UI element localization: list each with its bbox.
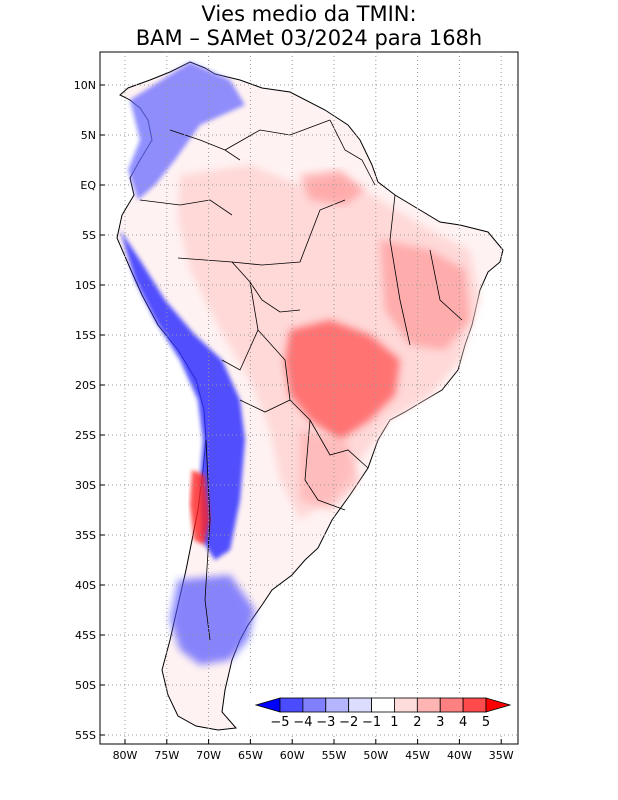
lat-tick-label: 35S <box>75 529 96 542</box>
map-title-line2: BAM – SAMet 03/2024 para 168h <box>135 26 483 50</box>
bias-negative-patagonia <box>170 575 255 665</box>
lat-tick-label: 10S <box>75 279 96 292</box>
lat-tick-label: 30S <box>75 479 96 492</box>
bias-positive-core <box>285 320 400 440</box>
lon-tick-label: 40W <box>447 749 472 762</box>
bias-negative-andes <box>120 230 245 560</box>
latitude-axis: 10N 5N EQ 5S 10S 15S 20S 25S 30S 35S 40S 45S 50S 55S <box>74 79 105 742</box>
colorbar-bin <box>394 697 418 713</box>
lon-tick-label: 80W <box>113 749 138 762</box>
colorbar-bin <box>416 697 441 713</box>
lat-tick-label: 40S <box>75 579 96 592</box>
lon-tick-label: 55W <box>322 749 347 762</box>
lon-tick-label: 65W <box>238 749 263 762</box>
colorbar-label: 5 <box>482 715 490 730</box>
country-borders <box>139 119 463 641</box>
bias-positive-south <box>300 430 360 510</box>
lat-tick-label: EQ <box>80 179 96 192</box>
graticule <box>100 52 518 744</box>
bias-positive-chile-strip <box>190 470 210 545</box>
lat-tick-label: 10N <box>74 79 96 92</box>
colorbar-label: 4 <box>459 715 467 730</box>
bias-positive-east <box>380 240 470 350</box>
lat-tick-label: 50S <box>75 679 96 692</box>
colorbar-label: −2 <box>339 715 358 730</box>
longitude-axis: 80W 75W 70W 65W 60W 55W 50W 45W 40W 35W <box>113 739 514 762</box>
lat-tick-label: 15S <box>75 329 96 342</box>
colorbar-bin <box>325 697 350 713</box>
colorbar-label: 1 <box>390 715 398 730</box>
colorbar-label: −1 <box>362 715 381 730</box>
lon-tick-label: 50W <box>363 749 388 762</box>
lon-tick-label: 75W <box>154 749 179 762</box>
colorbar-bin <box>439 697 464 713</box>
lon-tick-label: 35W <box>489 749 514 762</box>
lon-tick-label: 45W <box>405 749 430 762</box>
colorbar-bin <box>371 697 395 713</box>
lon-tick-label: 60W <box>280 749 305 762</box>
colorbar-label: 3 <box>436 715 444 730</box>
lat-tick-label: 20S <box>75 379 96 392</box>
lat-tick-label: 45S <box>75 629 96 642</box>
lat-tick-label: 55S <box>75 729 96 742</box>
colorbar-label: −5 <box>270 715 289 730</box>
colorbar-label: −3 <box>316 715 335 730</box>
colorbar-label: 2 <box>413 715 421 730</box>
map-title-line1: Vies medio da TMIN: <box>201 2 417 26</box>
lat-tick-label: 25S <box>75 429 96 442</box>
colorbar: −5 −4 −3 −2 −1 1 2 3 4 5 <box>250 694 516 734</box>
colorbar-bin <box>348 697 372 713</box>
colorbar-label: −4 <box>293 715 312 730</box>
lon-tick-label: 70W <box>196 749 221 762</box>
colorbar-bin <box>279 697 304 713</box>
lat-tick-label: 5N <box>81 129 96 142</box>
colorbar-bin <box>302 697 327 713</box>
colorbar-bin <box>462 697 487 713</box>
lat-tick-label: 5S <box>82 229 96 242</box>
bias-negative-northwest <box>128 62 245 200</box>
bias-positive-north <box>300 170 365 205</box>
colorbar-max-arrow <box>485 697 512 713</box>
